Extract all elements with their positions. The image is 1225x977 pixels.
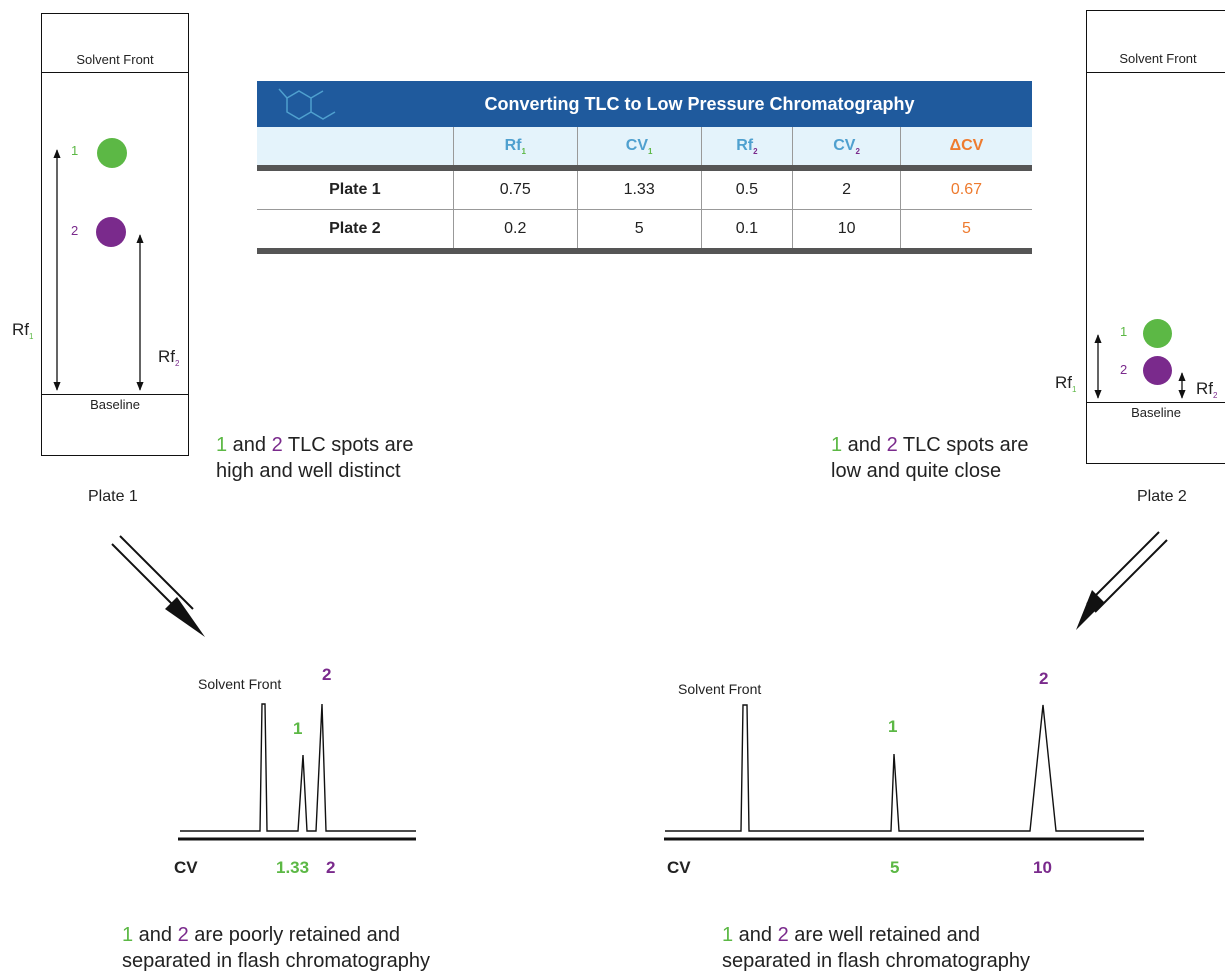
chrom1-cv-axis-label: CV (174, 858, 198, 877)
plate1-spot2-label: 2 (71, 223, 79, 238)
plate2-spot1-label: 1 (1120, 324, 1128, 339)
plate1-solvent-front-line (41, 72, 189, 73)
chrom1-cv2-label: 2 (326, 858, 336, 877)
plate1-rf2-label: Rf2 (158, 347, 180, 368)
chrom1-solvent-front-label: Solvent Front (198, 676, 282, 692)
header-empty (257, 127, 454, 168)
plate1-spot1 (97, 138, 127, 168)
cell-cv2: 2 (792, 168, 901, 210)
plate2-baseline-line (1086, 402, 1225, 403)
cell-delta-cv: 5 (899, 209, 1032, 251)
chrom2-peak1-label: 1 (888, 717, 898, 736)
cell-rf1: 0.2 (452, 209, 578, 251)
plate1-spot1-label: 1 (71, 143, 79, 158)
row-label: Plate 2 (329, 220, 381, 237)
chrom1-cv1-label: 1.33 (276, 858, 310, 877)
table-title: Converting TLC to Low Pressure Chromatog… (484, 94, 915, 114)
plate1-baseline-line (41, 394, 189, 395)
plate1-baseline-label: Baseline (90, 397, 140, 412)
plate1-name: Plate 1 (88, 488, 138, 505)
header-delta-cv: ΔCV (899, 127, 1032, 168)
chrom2-solvent-front-label: Solvent Front (678, 681, 762, 697)
plate2-caption: 1 and 2 TLC spots are low and quite clos… (831, 434, 1029, 482)
header-rf2: Rf2 (700, 127, 793, 168)
chrom2-cv-axis-label: CV (667, 858, 691, 877)
chrom2-cv2-label: 10 (1033, 858, 1052, 877)
table-row: Plate 1 0.75 1.33 0.5 2 0.67 (257, 168, 1032, 210)
cell-cv2: 10 (792, 209, 901, 251)
chrom1-peak1-label: 1 (293, 719, 303, 738)
plate2-spot1 (1143, 319, 1172, 348)
header-cv2: CV2 (792, 127, 901, 168)
plate1-caption: 1 and 2 TLC spots are high and well dist… (216, 434, 414, 482)
chrom2-peak2-label: 2 (1039, 669, 1049, 688)
cell-delta-cv: 0.67 (899, 168, 1032, 210)
conversion-table: Rf1 CV1 Rf2 CV2 ΔCV Plate 1 0.75 1.33 0.… (257, 127, 1032, 254)
plate2-baseline-label: Baseline (1131, 405, 1181, 420)
table-row: Plate 2 0.2 5 0.1 10 5 (257, 209, 1032, 251)
chrom2-trace (665, 704, 1144, 832)
plate2-rf2-label: Rf2 (1196, 379, 1218, 400)
arrow-plate1-to-chrom1 (111, 535, 205, 637)
cell-rf1: 0.75 (452, 168, 578, 210)
chrom2-caption: 1 and 2 are well retained and separated … (722, 924, 1030, 972)
plate2-name: Plate 2 (1137, 488, 1187, 505)
tlc-plate-2 (1086, 10, 1225, 464)
plate2-rf1-label: Rf1 (1055, 373, 1077, 394)
table-title-bar: Converting TLC to Low Pressure Chromatog… (257, 81, 1032, 127)
plate2-solvent-front-label: Solvent Front (1119, 51, 1197, 66)
row-label: Plate 1 (329, 181, 381, 198)
chrom1-peak2-label: 2 (322, 665, 332, 684)
plate1-spot2 (96, 217, 126, 247)
table-header-row: Rf1 CV1 Rf2 CV2 ΔCV (257, 127, 1032, 168)
molecule-icon (278, 88, 336, 120)
plate2-spot2-label: 2 (1120, 362, 1128, 377)
cell-cv1: 5 (576, 209, 702, 251)
plate2-solvent-front-line (1086, 72, 1225, 73)
header-rf1: Rf1 (452, 127, 578, 168)
chromatogram-2 (664, 704, 1144, 841)
chrom2-cv1-label: 5 (890, 858, 900, 877)
cell-rf2: 0.1 (700, 209, 793, 251)
plate1-solvent-front-label: Solvent Front (76, 52, 154, 67)
arrow-plate2-to-chrom2 (1076, 531, 1168, 630)
plate1-rf1-label: Rf1 (12, 320, 34, 341)
plate2-spot2 (1143, 356, 1172, 385)
header-cv1: CV1 (576, 127, 702, 168)
cell-cv1: 1.33 (576, 168, 702, 210)
chrom1-caption: 1 and 2 are poorly retained and separate… (122, 924, 430, 972)
cell-rf2: 0.5 (700, 168, 793, 210)
